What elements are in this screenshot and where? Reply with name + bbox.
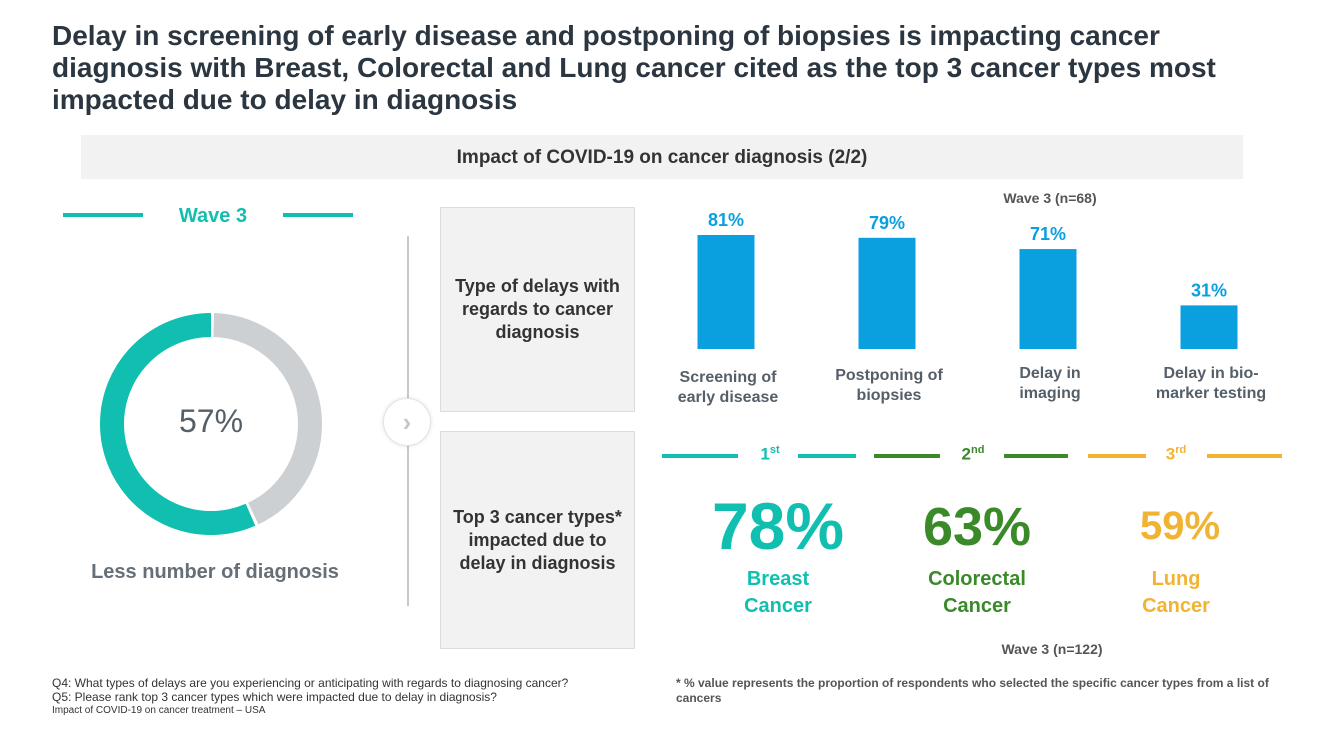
rank-2-label: 2nd (961, 444, 985, 464)
chevron-button: › (383, 398, 431, 446)
rank-1-label: 1st (760, 444, 780, 464)
bar-3 (1019, 249, 1077, 349)
bar-2-value-label: 79% (869, 213, 905, 233)
bar-1-value-label: 81% (708, 210, 744, 230)
rank-3-cancer-name: Lung Cancer (1142, 568, 1210, 617)
footnote-q5: Q5: Please rank top 3 cancer types which… (52, 690, 497, 704)
cancers-label: Top 3 cancer types* impacted due to dela… (453, 506, 622, 573)
rank-1-value: 78% (711, 489, 845, 563)
banner-title: Impact of COVID-19 on cancer diagnosis (… (456, 147, 868, 168)
bar-3-category-label: imaging (1019, 385, 1080, 402)
bar-4 (1180, 305, 1238, 349)
delays-label-box: Type of delays with regards to cancer di… (440, 207, 635, 412)
footnote-note: * % value represents the proportion of r… (676, 676, 1269, 705)
bar-chart-title: Wave 3 (n=68) (1003, 190, 1097, 206)
donut-chart (100, 313, 322, 535)
page-title: Delay in screening of early disease and … (52, 20, 1216, 115)
footnote-source: Impact of COVID-19 on cancer treatment –… (52, 705, 266, 716)
donut-filled-segment (100, 313, 322, 535)
chevron-right-icon: › (402, 407, 412, 437)
footnote-questions: Q4: What types of delays are you experie… (52, 676, 652, 718)
rank-2-value: 63% (922, 497, 1032, 557)
rank-3-value: 59% (1139, 504, 1221, 548)
bar-2-category-label: Postponing of (835, 367, 943, 384)
wave-line-right (283, 213, 353, 217)
bar-1-category-label: early disease (678, 389, 779, 406)
bar-1-category-label: Screening of (680, 369, 778, 386)
rank-lines (662, 454, 1282, 458)
bar-4-category-label: marker testing (1156, 385, 1266, 402)
ranking-sample-size: Wave 3 (n=122) (1001, 641, 1103, 657)
wave-line-left (63, 213, 143, 217)
rank-3-label: 3rd (1165, 444, 1187, 464)
donut-remaining-segment (100, 313, 322, 535)
delays-label: Type of delays with regards to cancer di… (455, 276, 620, 342)
rank-1-cancer-name: Breast Cancer (744, 568, 812, 617)
cancers-label-box: Top 3 cancer types* impacted due to dela… (440, 431, 635, 649)
donut-value-label: 57% (178, 403, 244, 439)
section-banner: Impact of COVID-19 on cancer diagnosis (… (81, 135, 1243, 179)
rank-2-cancer-name: Colorectal Cancer (928, 568, 1026, 617)
wave-label: Wave 3 (178, 205, 248, 227)
footnote-q4: Q4: What types of delays are you experie… (52, 676, 569, 690)
bar-3-category-label: Delay in (1019, 365, 1080, 382)
bar-4-category-label: Delay in bio- (1163, 365, 1258, 382)
bar-2 (858, 237, 916, 349)
bar-2-category-label: biopsies (857, 387, 922, 404)
bar-3-value-label: 71% (1030, 224, 1066, 244)
bar-1 (697, 235, 755, 349)
bar-4-value-label: 31% (1191, 280, 1227, 300)
donut-caption: Less number of diagnosis (91, 561, 339, 583)
delays-bar-chart: 81% Screening of early disease 79% Postponin… (678, 210, 1266, 406)
